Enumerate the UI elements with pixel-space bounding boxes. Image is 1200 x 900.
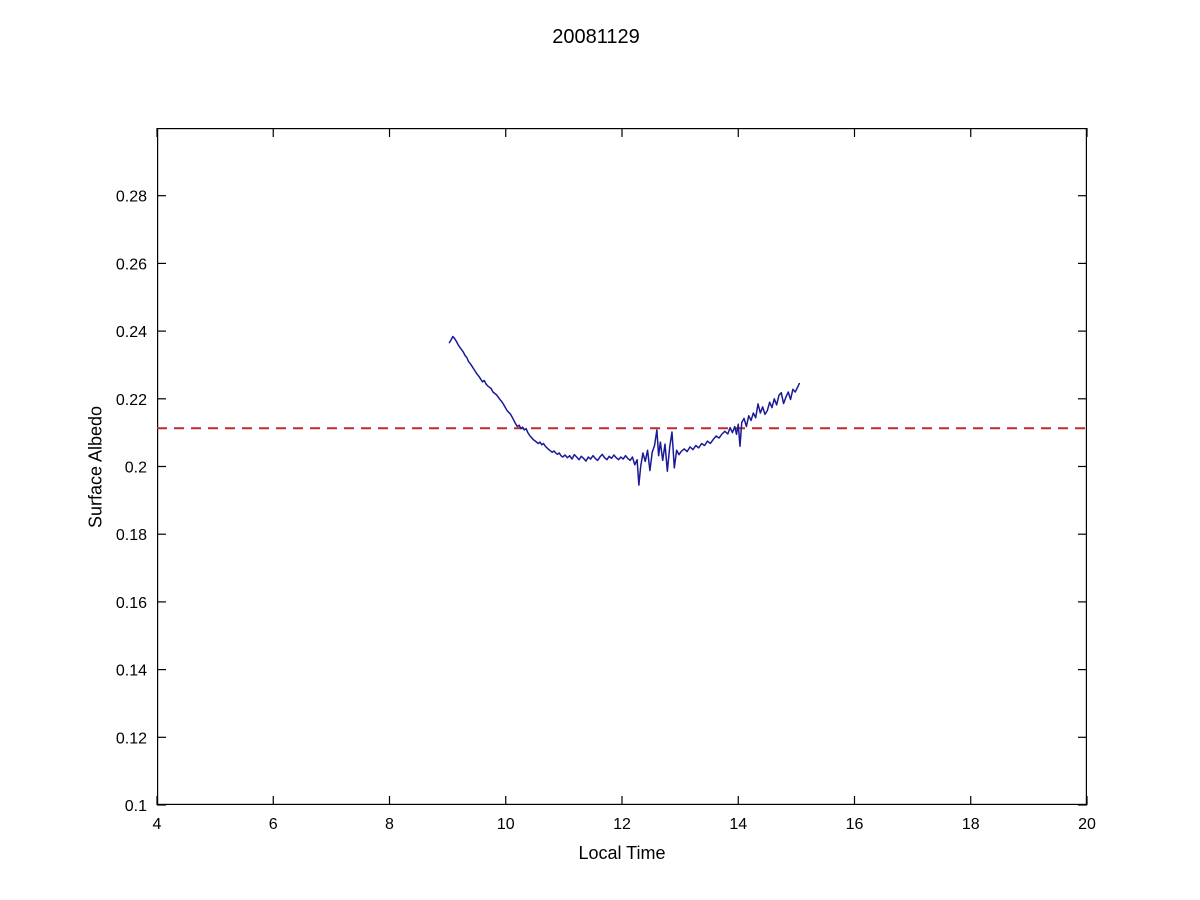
- y-tick-label: 0.24: [116, 324, 147, 341]
- x-axis-label: Local Time: [578, 843, 666, 863]
- y-tick-label: 0.22: [116, 392, 147, 409]
- y-tick-label: 0.12: [116, 730, 147, 747]
- plot-area: 4 6 8 10 12 14 16 18 20 0.1 0.12 0.14 0.16 0.18 0.2 0.2…: [116, 128, 1096, 833]
- y-axis-label: Surface Albedo: [85, 405, 106, 529]
- y-tick-label: 0.26: [116, 256, 147, 273]
- x-tick-label: 4: [153, 816, 162, 833]
- y-tick-label: 0.2: [125, 460, 147, 477]
- x-tick-label: 8: [385, 816, 394, 833]
- y-tick-label: 0.28: [116, 189, 147, 206]
- y-tick-label: 0.18: [116, 527, 147, 544]
- x-tick-label: 12: [613, 816, 631, 833]
- y-tick-label: 0.1: [125, 798, 147, 815]
- albedo-series-line: [448, 335, 801, 486]
- x-tick-label: 6: [269, 816, 278, 833]
- x-tick-label: 16: [846, 816, 864, 833]
- axes-box: [157, 128, 1087, 805]
- x-tick-label: 18: [962, 816, 980, 833]
- y-tick-label: 0.16: [116, 595, 147, 612]
- x-tick-label: 20: [1078, 816, 1096, 833]
- x-tick-label: 14: [729, 816, 747, 833]
- x-tick-label: 10: [497, 816, 515, 833]
- chart-title: 20081129: [552, 26, 640, 48]
- y-tick-label: 0.14: [116, 663, 147, 680]
